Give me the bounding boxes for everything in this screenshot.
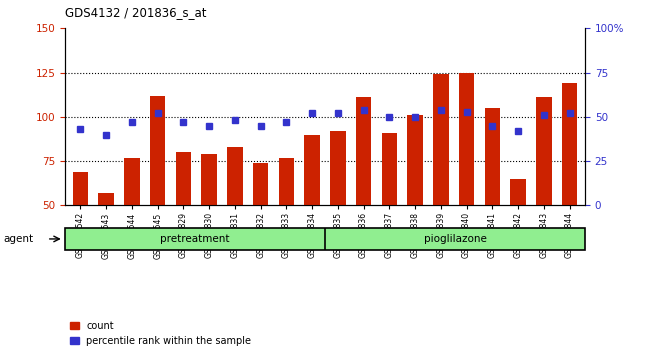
Legend: count, percentile rank within the sample: count, percentile rank within the sample <box>70 321 252 346</box>
Bar <box>382 133 397 294</box>
Bar <box>150 96 165 294</box>
Bar <box>330 131 346 294</box>
Text: GDS4132 / 201836_s_at: GDS4132 / 201836_s_at <box>65 6 207 19</box>
Bar <box>304 135 320 294</box>
Bar <box>485 108 500 294</box>
Bar <box>202 154 217 294</box>
Bar <box>124 158 140 294</box>
Bar <box>510 179 526 294</box>
Bar <box>98 193 114 294</box>
Bar <box>408 115 422 294</box>
Bar <box>459 73 474 294</box>
Bar <box>536 97 552 294</box>
Bar <box>253 163 268 294</box>
Bar <box>176 152 191 294</box>
Bar <box>227 147 242 294</box>
Bar <box>433 74 448 294</box>
Text: pioglilazone: pioglilazone <box>424 234 486 244</box>
Text: pretreatment: pretreatment <box>161 234 229 244</box>
Bar <box>279 158 294 294</box>
Bar <box>356 97 371 294</box>
Bar <box>73 172 88 294</box>
Text: agent: agent <box>3 234 33 244</box>
Bar <box>562 83 577 294</box>
